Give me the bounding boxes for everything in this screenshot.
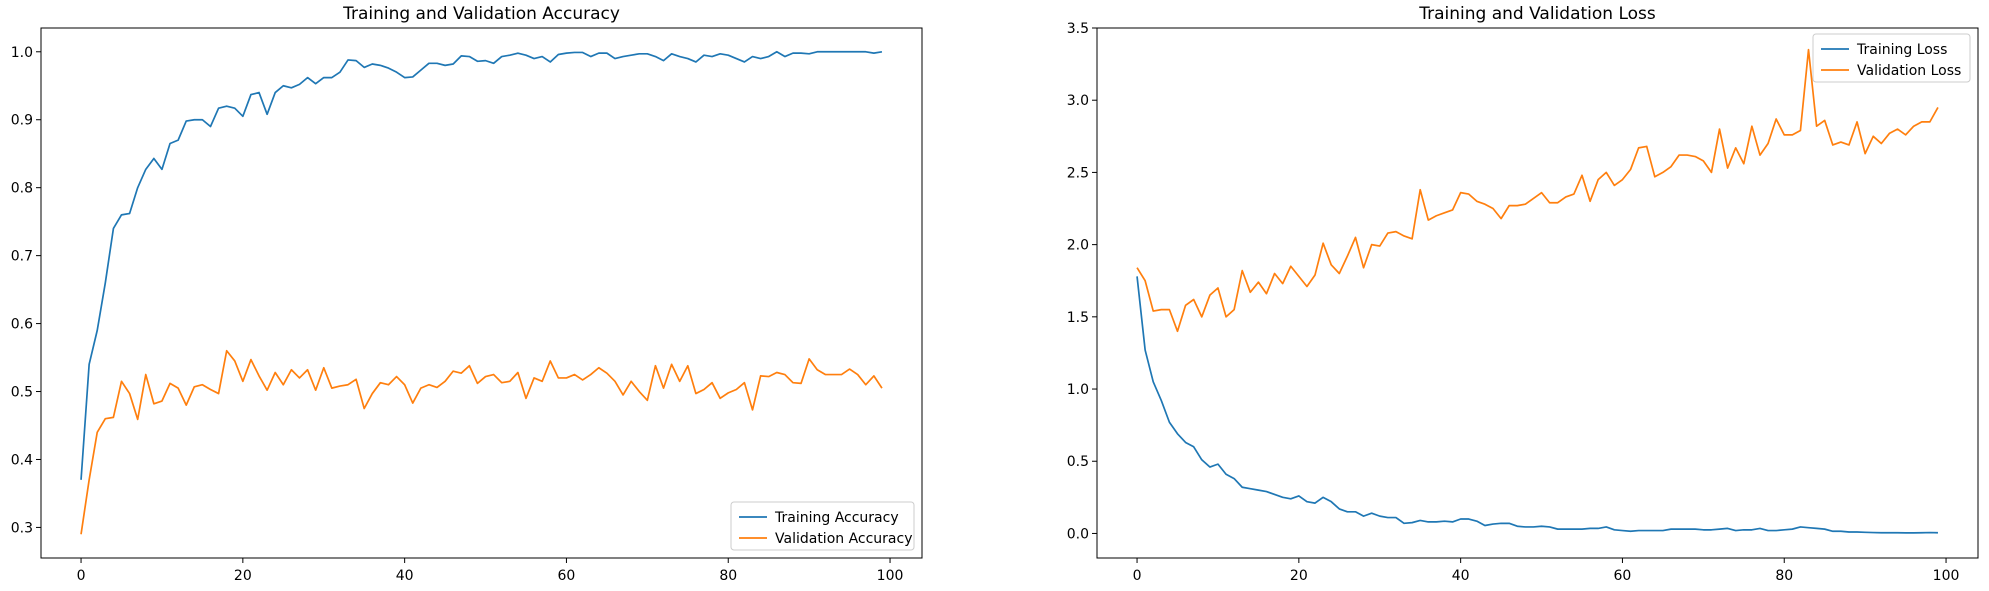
y-tick-label: 1.0 (1067, 382, 1089, 398)
series-line-validation-loss (1136, 48, 1939, 333)
legend-label: Training Loss (1856, 42, 1947, 58)
y-tick-label: 0.6 (11, 317, 33, 333)
y-tick-label: 0.3 (11, 520, 33, 536)
y-tick-label: 3.5 (1067, 21, 1089, 37)
series-line-validation-accuracy (80, 349, 883, 535)
y-tick-label: 2.5 (1067, 165, 1089, 181)
legend-label: Validation Loss (1857, 63, 1961, 79)
chart-2: Training and Validation Loss 0 20 40 60 80 100… (1067, 4, 1979, 584)
y-tick-label: 0.5 (1067, 454, 1089, 470)
legend: Training Accuracy Validation Accuracy (730, 501, 915, 551)
y-tick-label: 0.5 (11, 385, 33, 401)
legend-box (730, 501, 915, 551)
y-tick-label: 0.0 (1067, 526, 1089, 542)
series-line-training-loss (1136, 276, 1938, 534)
series-line-training-accuracy (80, 50, 883, 480)
legend-box (1812, 33, 1971, 83)
x-tick-label: 60 (1614, 568, 1632, 584)
y-tick-label: 1.0 (11, 45, 33, 61)
legend-label: Validation Accuracy (775, 531, 913, 547)
x-tick-label: 40 (396, 568, 414, 584)
x-tick-label: 20 (234, 568, 252, 584)
x-tick-label: 20 (1290, 568, 1308, 584)
chart-title: Training and Validation Loss (1418, 4, 1656, 24)
legend-label: Training Accuracy (774, 510, 899, 526)
x-tick-label: 100 (877, 568, 904, 584)
y-tick-label: 0.4 (11, 452, 33, 468)
y-tick-label: 1.5 (1067, 310, 1089, 326)
x-tick-label: 80 (719, 568, 737, 584)
y-tick-label: 0.8 (11, 181, 33, 197)
y-tick-label: 0.7 (11, 249, 33, 265)
x-tick-label: 40 (1452, 568, 1470, 584)
x-tick-label: 100 (1933, 568, 1960, 584)
y-tick-label: 0.9 (11, 113, 33, 129)
legend: Training Loss Validation Loss (1812, 33, 1971, 83)
plot-frame (1096, 27, 1979, 559)
y-tick-label: 2.0 (1067, 238, 1089, 254)
x-tick-label: 80 (1775, 568, 1793, 584)
x-tick-label: 0 (77, 568, 86, 584)
x-tick-label: 0 (1133, 568, 1142, 584)
x-tick-label: 60 (558, 568, 576, 584)
chart-1: Training and Validation Accuracy 0 20 40 60 8… (11, 4, 923, 584)
plot-frame (40, 27, 923, 559)
chart-title: Training and Validation Accuracy (342, 4, 620, 24)
y-tick-label: 3.0 (1067, 93, 1089, 109)
